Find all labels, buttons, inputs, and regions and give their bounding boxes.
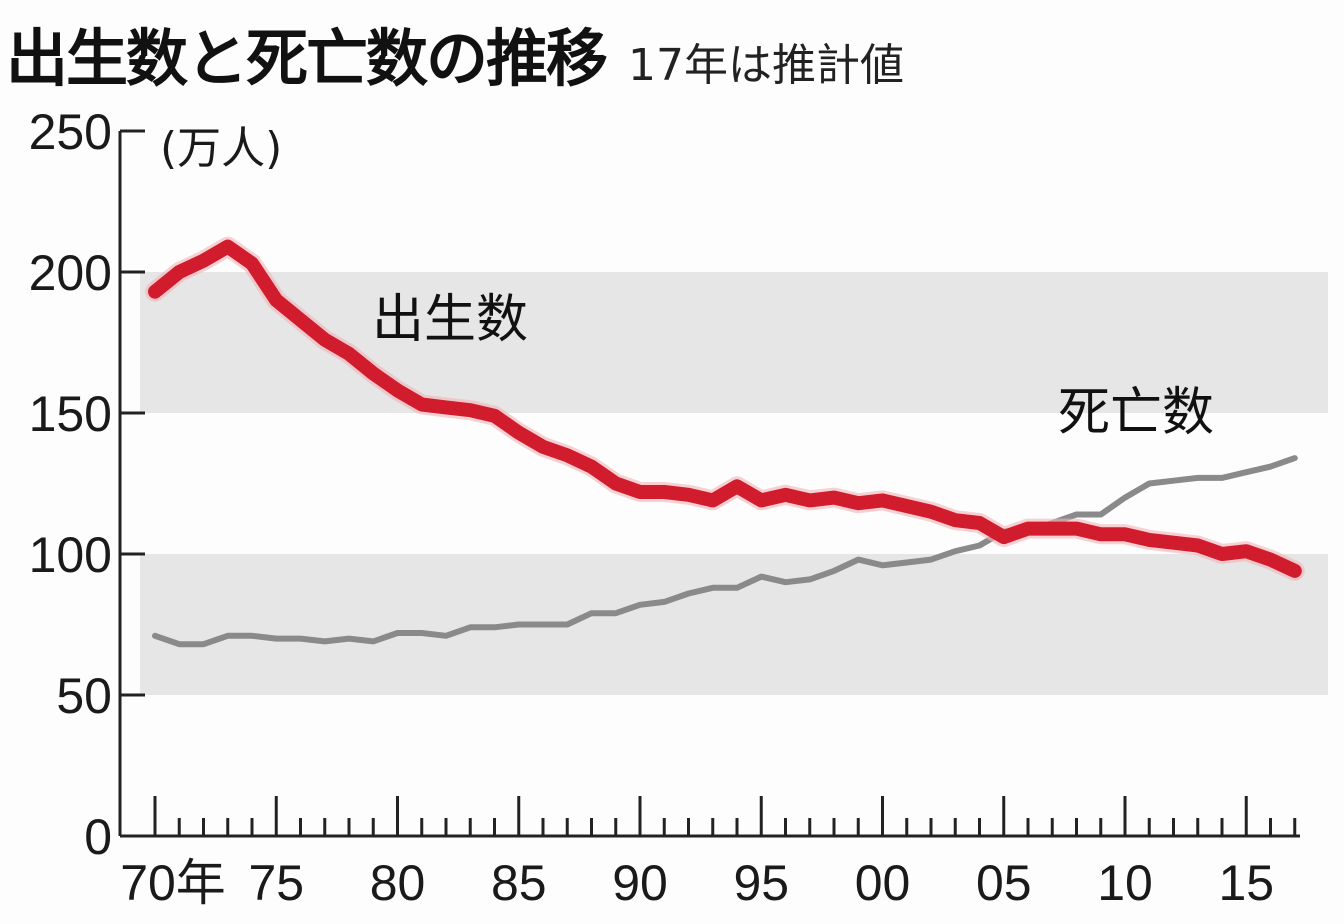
y-tick-label: 250 bbox=[29, 104, 112, 160]
y-tick-label: 0 bbox=[84, 809, 112, 865]
title-subtitle: 17年は推計値 bbox=[628, 40, 905, 91]
deaths-line bbox=[152, 455, 1298, 648]
title-main: 出生数と死亡数の推移 bbox=[6, 22, 608, 95]
x-axis-labels: 70年 75 80 85 90 95 00 05 10 15 bbox=[120, 855, 1274, 911]
x-tick-label: 80 bbox=[370, 855, 426, 911]
series-lines bbox=[145, 236, 1305, 648]
chart-title: 出生数と死亡数の推移 17年は推計値 bbox=[6, 8, 904, 95]
births-line bbox=[148, 239, 1302, 578]
deaths-label: 死亡数 bbox=[1058, 383, 1214, 443]
x-tick-label: 15 bbox=[1218, 855, 1274, 911]
y-tick-label: 50 bbox=[56, 668, 112, 724]
y-unit-label: (万人) bbox=[160, 123, 282, 174]
births-label: 出生数 bbox=[372, 290, 528, 350]
x-tick-label: 70年 bbox=[120, 855, 226, 911]
grid-band bbox=[140, 554, 1328, 695]
x-tick-label: 85 bbox=[491, 855, 547, 911]
x-tick-label: 10 bbox=[1097, 855, 1153, 911]
x-tick-label: 05 bbox=[976, 855, 1032, 911]
x-tick-label: 95 bbox=[733, 855, 789, 911]
axes bbox=[118, 129, 1300, 838]
y-tick-label: 100 bbox=[29, 527, 112, 583]
y-tick-label: 150 bbox=[29, 386, 112, 442]
y-axis-labels: 0 50 100 150 200 250 bbox=[29, 104, 112, 865]
x-tick-label: 90 bbox=[612, 855, 668, 911]
y-tick-label: 200 bbox=[29, 245, 112, 301]
x-tick-label: 75 bbox=[248, 855, 304, 911]
x-tick-label: 00 bbox=[855, 855, 911, 911]
